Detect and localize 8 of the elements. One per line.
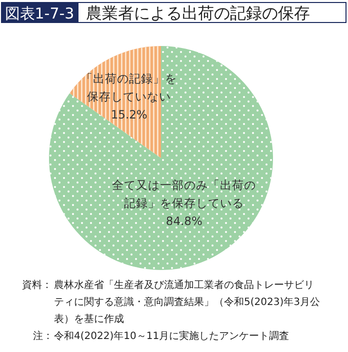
- text: 注：令和4(2022)年10～11月に実施したアンケート調査: [32, 330, 290, 342]
- chart-title: 農業者による出荷の記録の保存: [86, 4, 310, 23]
- chart-subtitle: 図表1-7-3: [4, 4, 74, 22]
- slice-label: 全て又は一部のみ「出荷の記録」を保存している: [112, 178, 256, 210]
- slice-label: 「出荷の記録」を保存していない: [81, 71, 178, 104]
- data-label: 84.8%: [166, 214, 202, 228]
- text: 資料：農林水産省「生産者及び流通加工業者の食品トレーサビリティに関する意識・意向調査結果」（令和5(2023)年3月公表）を基に作成: [22, 279, 320, 325]
- data-label: 15.2%: [110, 107, 148, 122]
